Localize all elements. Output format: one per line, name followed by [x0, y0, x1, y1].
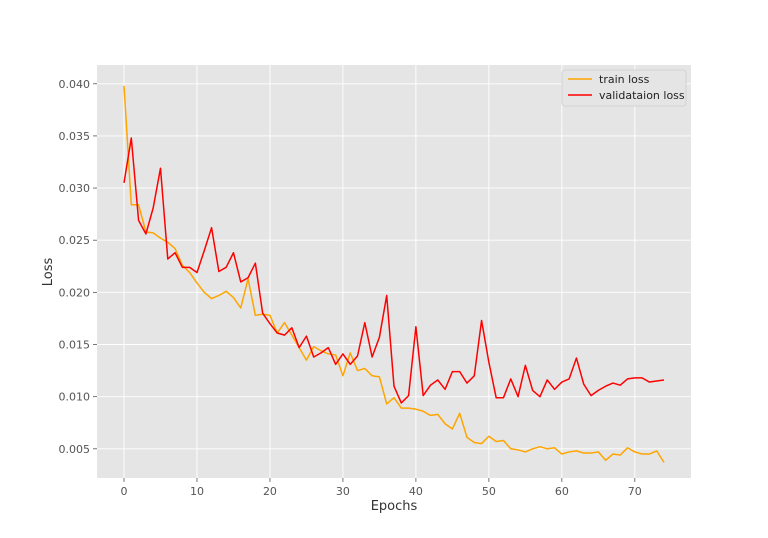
x-tick-label: 20: [263, 485, 277, 498]
y-tick-label: 0.030: [59, 182, 91, 195]
series-line-validataion-loss: [123, 137, 665, 404]
x-tick-label: 0: [121, 485, 128, 498]
x-axis-label: Epochs: [371, 499, 418, 514]
plot-area: [97, 65, 691, 478]
y-tick-label: 0.020: [59, 286, 91, 299]
y-axis-label: Loss: [41, 258, 56, 287]
legend-label-train-loss: train loss: [599, 73, 650, 86]
legend-box: [561, 69, 687, 107]
grid-lines: [97, 65, 691, 478]
legend: train loss validataion loss: [561, 69, 687, 107]
x-tick-label: 30: [336, 485, 350, 498]
y-tick-label: 0.035: [59, 130, 91, 143]
y-tick-label: 0.040: [59, 78, 91, 91]
series-lines: [123, 85, 665, 463]
legend-label-validation-loss: validataion loss: [599, 89, 685, 102]
y-tick-label: 0.005: [59, 443, 91, 456]
x-tick-label: 40: [409, 485, 423, 498]
x-tick-label: 10: [190, 485, 204, 498]
x-tick-label: 50: [482, 485, 496, 498]
y-tick-label: 0.025: [59, 234, 91, 247]
y-axis-ticks: 0.005 0.010 0.015 0.020 0.025 0.030 0.035 0.040: [59, 78, 97, 456]
x-tick-label: 70: [628, 485, 642, 498]
y-tick-label: 0.015: [59, 339, 91, 352]
y-tick-label: 0.010: [59, 391, 91, 404]
x-axis-ticks: 0 10 20 30 40 50 60 70: [121, 478, 642, 498]
series-line-train-loss: [123, 85, 665, 463]
x-tick-label: 60: [555, 485, 569, 498]
